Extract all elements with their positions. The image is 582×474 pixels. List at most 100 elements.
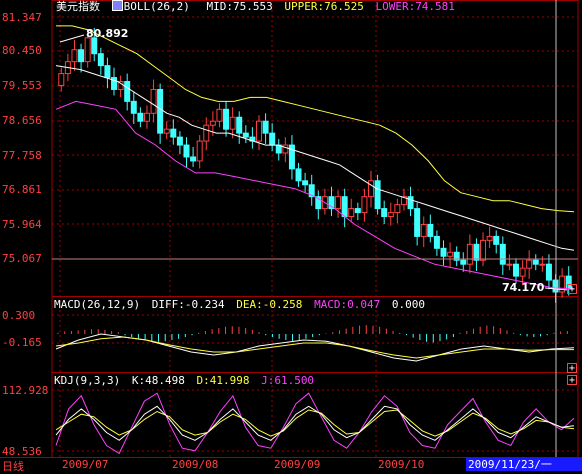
candle-body	[368, 180, 375, 198]
candle-body	[223, 108, 230, 130]
candle-body	[196, 140, 203, 162]
candle-body	[308, 184, 315, 198]
candle-body	[361, 196, 368, 214]
instrument-title: 美元指数	[56, 0, 100, 13]
candle-body	[348, 208, 355, 218]
boll-panel[interactable]	[52, 25, 578, 303]
price-tick: 78.656	[2, 114, 42, 127]
candle-body	[143, 112, 150, 122]
boll-upper-line	[56, 25, 575, 213]
price-tick: 80.450	[2, 44, 42, 57]
price-tick: 79.553	[2, 79, 42, 92]
candle-body	[176, 136, 183, 146]
candle-body	[427, 223, 434, 237]
boll-header: 美元指数 BOLL(26,2) MID:75.553 UPPER:76.525 …	[56, 0, 460, 14]
candle-body	[480, 239, 487, 261]
macd-params[interactable]: MACD(26,12,9)	[54, 298, 141, 311]
candle-body	[453, 251, 460, 261]
cursor-date-readout: 2009/11/23/一	[466, 458, 582, 471]
candle-body	[111, 77, 118, 90]
candle-body	[170, 128, 177, 138]
expand-boll-button[interactable]: +	[567, 284, 577, 295]
candle-body	[58, 73, 65, 86]
macd-extra-value: 0.000	[391, 298, 426, 311]
candle-body	[124, 81, 131, 102]
candle-body	[407, 196, 414, 210]
price-tick: 75.964	[2, 218, 42, 231]
candle-body	[157, 88, 164, 134]
candle-body	[183, 144, 190, 158]
kdj-d-line	[55, 409, 575, 437]
date-tick: 2009/10	[378, 458, 425, 471]
boll-indicator-label[interactable]: BOLL(26,2)	[111, 0, 202, 13]
candle-body	[354, 208, 361, 214]
candle-body	[420, 223, 427, 237]
candle-body	[506, 263, 513, 266]
macd-dea-line	[55, 336, 574, 359]
macd-value: MACD:0.047	[314, 298, 381, 311]
candle-body	[559, 275, 566, 293]
macd-tick: -0.165	[2, 336, 42, 349]
candle-body	[460, 259, 467, 265]
candle-body	[440, 247, 447, 257]
candle-body	[302, 180, 309, 186]
candle-body	[526, 259, 533, 269]
candle-body	[84, 37, 91, 63]
date-tick: 2009/08	[172, 458, 219, 471]
macd-diff-value: DIFF:-0.234	[151, 298, 225, 311]
candle-body	[493, 235, 500, 245]
price-tick: 77.758	[2, 149, 42, 162]
candle-body	[216, 108, 223, 122]
boll-mid-value: MID:75.553	[206, 0, 273, 13]
candle-body	[71, 49, 78, 63]
kdj-header: KDJ(9,3,3) K:48.498 D:41.998 J:61.500	[54, 374, 319, 388]
candle-body	[97, 53, 104, 67]
kdj-params[interactable]: KDJ(9,3,3)	[54, 374, 121, 387]
boll-lower-value: LOWER:74.581	[375, 0, 455, 13]
candle-body	[335, 196, 342, 210]
price-tick: 81.347	[2, 11, 42, 24]
candle-body	[387, 212, 394, 218]
candle-body	[374, 180, 381, 210]
candle-body	[341, 196, 348, 218]
period-label[interactable]: 日线	[2, 460, 24, 473]
boll-upper-value: UPPER:76.525	[284, 0, 364, 13]
price-tick: 76.861	[2, 183, 42, 196]
candle-body	[91, 37, 98, 55]
candle-body	[328, 196, 335, 210]
candle-body	[394, 204, 401, 214]
peak-price-label: 80.892	[86, 27, 129, 40]
candle-body	[209, 120, 216, 126]
candle-body	[295, 168, 302, 182]
candle-body	[519, 267, 526, 277]
candle-body	[282, 144, 289, 154]
candle-body	[545, 263, 552, 281]
macd-header: MACD(26,12,9) DIFF:-0.234 DEA:-0.258 MAC…	[54, 298, 430, 312]
expand-kdj-button[interactable]: +	[567, 375, 577, 386]
candle-body	[381, 208, 388, 218]
panel-frame	[51, 0, 579, 297]
price-tick: 75.067	[2, 252, 42, 265]
expand-macd-button[interactable]: +	[567, 363, 577, 374]
candle-body	[466, 243, 473, 265]
candle-body	[414, 208, 421, 237]
macd-panel[interactable]	[55, 325, 575, 362]
boll-params: BOLL(26,2)	[123, 0, 190, 13]
kdj-j-value: J:61.500	[261, 374, 315, 387]
kdj-panel[interactable]	[55, 392, 575, 455]
candle-body	[486, 235, 493, 241]
candle-body	[400, 196, 407, 206]
indicator-icon	[111, 0, 123, 11]
candle-body	[565, 275, 572, 289]
candle-body	[262, 120, 269, 134]
candle-body	[512, 263, 519, 277]
macd-dea-value: DEA:-0.258	[236, 298, 303, 311]
kdj-tick: 48.536	[2, 445, 42, 458]
candle-body	[236, 116, 243, 134]
kdj-k-line	[55, 405, 575, 441]
candle-body	[255, 120, 262, 142]
kdj-tick: 112.928	[2, 384, 49, 397]
candle-body	[137, 112, 144, 122]
